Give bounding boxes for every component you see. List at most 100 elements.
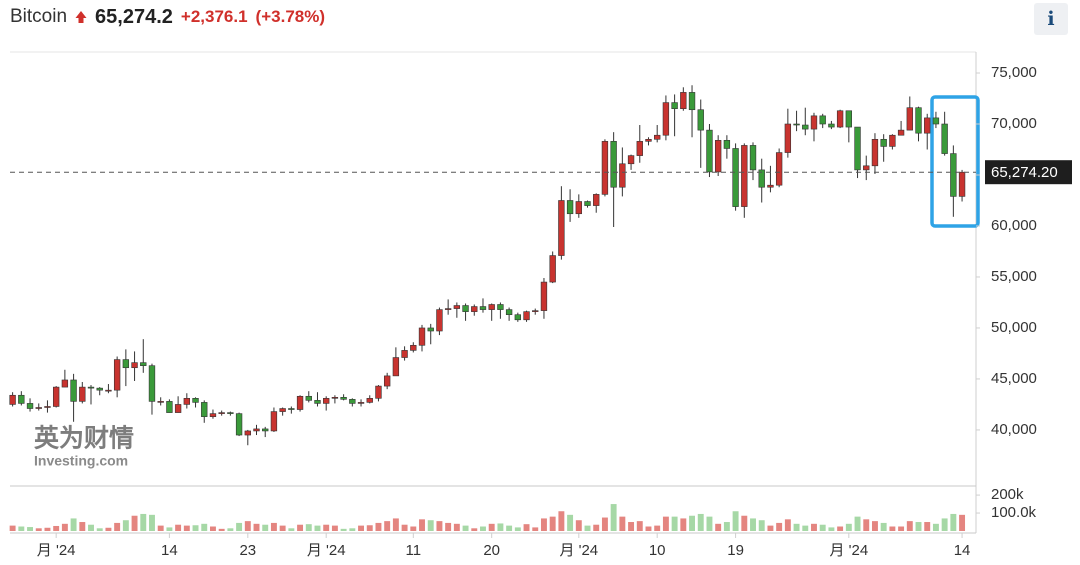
volume-bar bbox=[392, 518, 399, 531]
candle-body bbox=[505, 309, 513, 315]
candle-body bbox=[950, 153, 957, 197]
candle-body bbox=[479, 306, 487, 310]
volume-bar bbox=[419, 519, 425, 531]
candle-body bbox=[854, 126, 861, 171]
volume-bar bbox=[628, 522, 635, 531]
volume-bar bbox=[671, 516, 678, 531]
candle-body bbox=[288, 408, 295, 410]
candle-body bbox=[227, 412, 234, 414]
volume-bar bbox=[697, 513, 704, 531]
volume-bar bbox=[959, 514, 966, 531]
volume-bar bbox=[175, 524, 182, 531]
volume-bar bbox=[18, 526, 25, 531]
candle-body bbox=[889, 134, 896, 147]
volume-bar bbox=[131, 515, 138, 531]
volume-bar bbox=[331, 525, 338, 531]
volume-bar bbox=[462, 525, 469, 531]
volume-bar bbox=[192, 525, 199, 531]
candle-body bbox=[958, 171, 966, 197]
candle-body bbox=[714, 140, 722, 173]
candle-body bbox=[680, 92, 687, 110]
volume-bar bbox=[654, 525, 661, 531]
candle-body bbox=[532, 310, 539, 312]
candle-body bbox=[131, 362, 138, 369]
volume-bar bbox=[375, 522, 382, 531]
volume-bar bbox=[218, 528, 225, 531]
volume-bar bbox=[445, 522, 452, 531]
volume-bar bbox=[776, 522, 783, 531]
candle-body bbox=[174, 404, 182, 413]
volume-bar bbox=[288, 528, 295, 531]
candle-body bbox=[357, 402, 365, 404]
volume-bar bbox=[270, 522, 277, 531]
candle-body bbox=[645, 138, 652, 142]
candle-body bbox=[87, 386, 95, 389]
volume-bar bbox=[122, 520, 129, 531]
candle-body bbox=[523, 311, 530, 321]
candle-body bbox=[323, 398, 330, 404]
volume-bar bbox=[758, 520, 765, 531]
candle-body bbox=[18, 394, 25, 404]
candle-body bbox=[880, 138, 887, 147]
volume-bar bbox=[488, 523, 495, 531]
volume-bar bbox=[619, 516, 626, 531]
y-tick-label: 70,000 bbox=[991, 115, 1037, 132]
candle-body bbox=[157, 401, 164, 403]
volume-bar bbox=[898, 526, 905, 531]
candle-body bbox=[61, 379, 69, 388]
x-tick-label: 19 bbox=[727, 542, 744, 559]
volume-bar bbox=[662, 516, 669, 531]
candle-body bbox=[784, 123, 792, 153]
candle-body bbox=[575, 201, 582, 215]
candle-body bbox=[70, 379, 77, 402]
candle-body bbox=[122, 359, 130, 369]
candle-body bbox=[244, 430, 251, 436]
volume-bar bbox=[70, 518, 77, 531]
candle-body bbox=[915, 107, 922, 134]
volume-bar bbox=[471, 528, 478, 531]
x-tick-label: 20 bbox=[483, 542, 500, 559]
volume-bar bbox=[924, 522, 931, 531]
candle-body bbox=[35, 407, 42, 409]
candle-body bbox=[497, 304, 504, 310]
x-tick-label: 月 '24 bbox=[307, 542, 346, 559]
volume-bar bbox=[27, 527, 33, 531]
candle-body bbox=[392, 357, 400, 377]
volume-bar bbox=[401, 524, 408, 531]
volume-bar bbox=[436, 521, 443, 531]
x-tick-label: 23 bbox=[239, 542, 256, 559]
candle-body bbox=[871, 138, 879, 167]
candle-body bbox=[601, 141, 609, 195]
candle-body bbox=[775, 152, 783, 186]
y-tick-label: 40,000 bbox=[991, 421, 1037, 438]
candle-body bbox=[305, 395, 312, 401]
candle-body bbox=[253, 428, 260, 432]
volume-bar bbox=[601, 517, 608, 531]
candle-body bbox=[488, 304, 495, 310]
volume-bar bbox=[514, 527, 521, 531]
candle-body bbox=[662, 102, 670, 136]
candle-body bbox=[349, 399, 356, 404]
candle-body bbox=[924, 117, 931, 134]
volume-bar bbox=[854, 516, 861, 531]
x-tick-label: 14 bbox=[161, 542, 178, 559]
candle-body bbox=[932, 117, 940, 125]
volume-bar bbox=[349, 528, 356, 531]
candle-body bbox=[723, 140, 731, 149]
volume-bar bbox=[567, 514, 574, 531]
volume-bar bbox=[767, 525, 774, 531]
quote-header: Bitcoin 65,274.2 +2,376.1 (+3.78%) bbox=[10, 4, 325, 30]
volume-bar bbox=[941, 518, 948, 531]
candle-body bbox=[706, 129, 713, 173]
volume-bar bbox=[262, 524, 269, 531]
volume-bar bbox=[314, 525, 321, 531]
candle-body bbox=[462, 305, 469, 312]
candle-body bbox=[192, 398, 199, 403]
candle-body bbox=[52, 386, 60, 407]
candle-body bbox=[148, 365, 156, 402]
candle-body bbox=[758, 169, 765, 188]
info-button[interactable]: i bbox=[1034, 3, 1068, 35]
volume-bar bbox=[384, 521, 391, 531]
candle-body bbox=[836, 110, 844, 128]
